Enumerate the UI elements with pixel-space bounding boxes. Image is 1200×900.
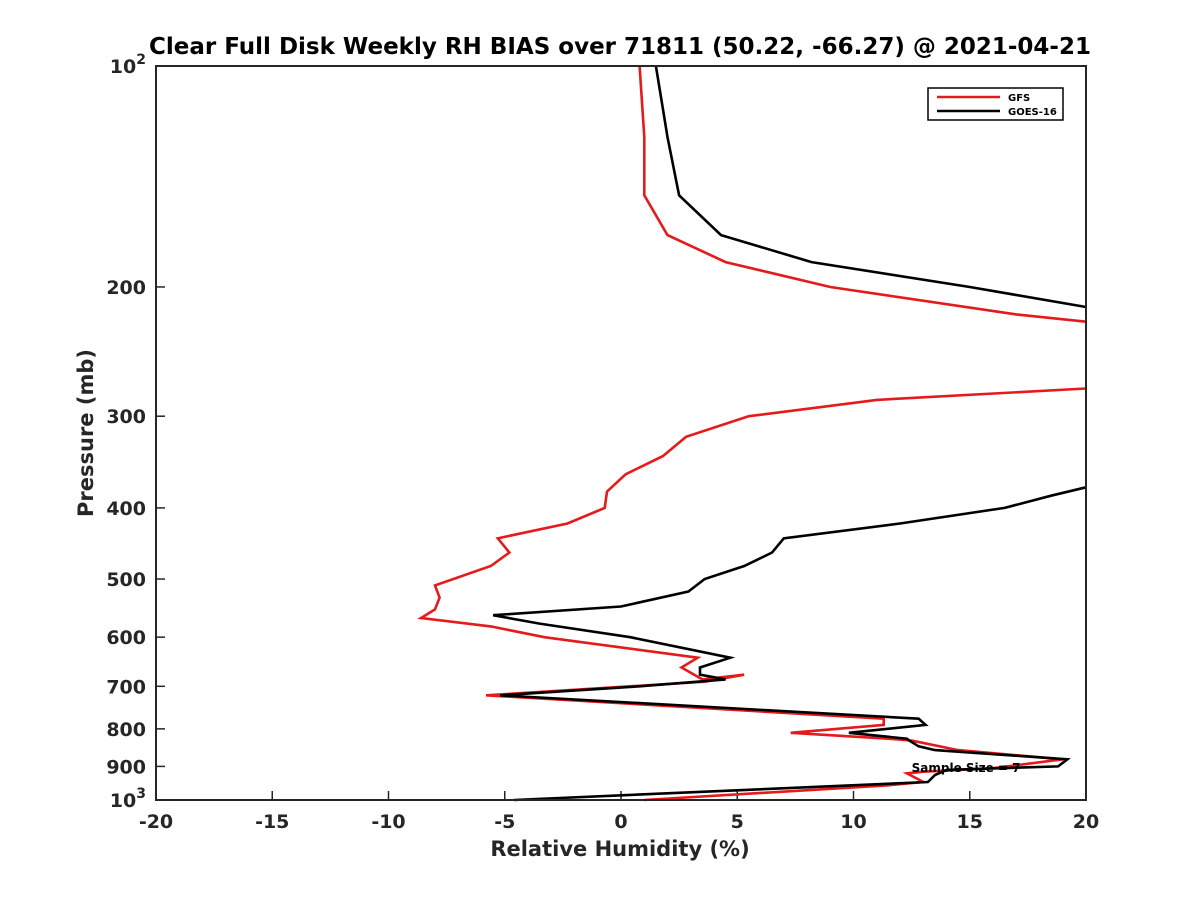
y-tick-label: 102 — [110, 52, 146, 78]
series-line-goes-16-segment-1 — [654, 65, 1087, 309]
series-layer — [417, 65, 1087, 802]
x-tick-label: -10 — [371, 811, 405, 833]
x-tick-label: -15 — [255, 811, 289, 833]
y-tick-label-base: 10 — [110, 790, 136, 812]
y-tick-label-base: 600 — [106, 627, 146, 649]
sample-size-annotation: Sample Size = 7 — [912, 761, 1021, 775]
y-tick-label-base: 700 — [106, 676, 146, 698]
x-tick-label: 20 — [1073, 811, 1099, 833]
y-tick-label: 200 — [106, 277, 146, 299]
y-tick-label-base: 900 — [106, 756, 146, 778]
series-line-gfs-segment-2 — [417, 387, 1087, 802]
legend-label-goes-16: GOES-16 — [1008, 107, 1057, 118]
plot-frame — [155, 65, 1087, 801]
legend: GFS GOES-16 — [927, 87, 1064, 121]
y-tick-label-base: 200 — [106, 277, 146, 299]
x-tick-label: 5 — [731, 811, 744, 833]
y-tick-label-base: 400 — [106, 498, 146, 520]
x-tick-label: 10 — [840, 811, 866, 833]
y-tick-label: 103 — [110, 786, 146, 812]
ticks-layer: -20 -15 -10 -5 0 5 10 15 20102200300400500600700… — [106, 52, 1099, 833]
y-tick-label-base: 500 — [106, 569, 146, 591]
y-tick-label-base: 800 — [106, 719, 146, 741]
chart-title: Clear Full Disk Weekly RH BIAS over 7181… — [149, 34, 1091, 60]
y-tick-label: 700 — [106, 676, 146, 698]
y-tick-label-exponent: 3 — [136, 786, 146, 802]
x-tick-label: 0 — [614, 811, 627, 833]
y-tick-label: 400 — [106, 498, 146, 520]
y-tick-label-base: 10 — [110, 56, 136, 78]
x-tick-label: 15 — [957, 811, 983, 833]
x-axis-label: Relative Humidity (%) — [490, 837, 749, 861]
legend-label-gfs: GFS — [1008, 93, 1030, 104]
series-line-goes-16-segment-2 — [492, 486, 1087, 802]
y-tick-label: 900 — [106, 756, 146, 778]
y-tick-label-base: 300 — [106, 406, 146, 428]
legend-background — [927, 87, 1064, 121]
y-tick-label: 500 — [106, 569, 146, 591]
y-tick-label: 300 — [106, 406, 146, 428]
series-line-gfs-segment-1 — [638, 65, 1087, 323]
x-tick-label: -5 — [494, 811, 515, 833]
y-tick-label-exponent: 2 — [136, 52, 146, 68]
y-tick-label: 800 — [106, 719, 146, 741]
y-tick-label: 600 — [106, 627, 146, 649]
x-tick-label: -20 — [139, 811, 173, 833]
y-axis-label: Pressure (mb) — [74, 349, 98, 517]
